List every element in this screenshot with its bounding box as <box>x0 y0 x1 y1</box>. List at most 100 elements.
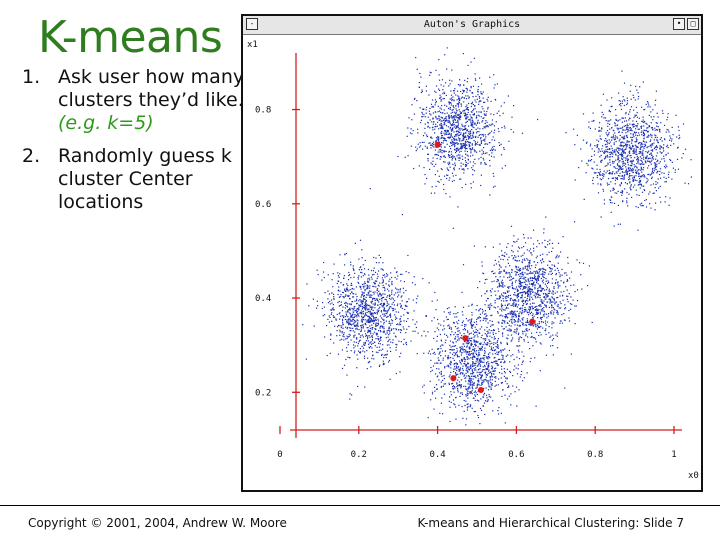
data-point <box>382 331 384 333</box>
data-point <box>382 313 384 315</box>
data-point <box>344 264 346 266</box>
data-point <box>386 305 388 307</box>
data-point <box>458 149 460 151</box>
data-point <box>480 100 482 102</box>
data-point <box>498 110 500 112</box>
data-point <box>405 301 407 303</box>
data-point <box>438 353 440 355</box>
data-point <box>540 320 543 323</box>
data-point <box>369 285 371 287</box>
data-point <box>528 281 530 283</box>
window-menu-button[interactable]: - <box>246 18 258 30</box>
data-point <box>663 166 666 168</box>
data-point <box>534 292 536 294</box>
data-point <box>560 320 562 322</box>
minimize-button[interactable]: • <box>673 18 685 30</box>
data-point <box>482 120 484 122</box>
data-point <box>517 246 520 248</box>
data-point <box>542 275 544 277</box>
data-point <box>648 193 650 195</box>
data-point <box>476 111 478 113</box>
maximize-button[interactable]: □ <box>687 18 699 30</box>
data-point <box>603 175 605 177</box>
data-point <box>464 404 466 407</box>
data-point <box>610 151 612 153</box>
data-point <box>614 192 616 194</box>
data-point <box>362 306 364 308</box>
data-point <box>665 164 667 166</box>
data-point <box>377 284 379 286</box>
data-point <box>498 264 500 266</box>
data-point <box>453 138 455 140</box>
data-point <box>449 166 451 168</box>
data-point <box>609 148 611 150</box>
data-point <box>523 300 525 302</box>
data-point <box>360 328 362 330</box>
data-point <box>690 176 692 178</box>
data-point <box>468 97 470 99</box>
data-point <box>618 131 620 133</box>
data-point <box>677 168 680 170</box>
data-point <box>466 88 468 90</box>
data-point <box>451 139 453 141</box>
data-point <box>422 135 425 137</box>
data-point <box>377 322 379 324</box>
window-titlebar[interactable]: - Auton's Graphics • □ <box>243 16 701 35</box>
data-point <box>645 122 647 124</box>
data-point <box>518 338 520 341</box>
data-point <box>476 334 478 336</box>
data-point <box>568 292 570 295</box>
data-point <box>362 311 364 313</box>
data-point <box>471 129 473 131</box>
data-point <box>375 257 377 259</box>
data-point <box>574 323 576 325</box>
data-point <box>450 116 452 118</box>
data-point <box>463 357 466 359</box>
data-point <box>476 354 478 356</box>
data-point <box>375 334 378 336</box>
data-point <box>514 281 517 283</box>
data-point <box>531 308 534 310</box>
data-point <box>600 160 602 162</box>
data-point <box>505 316 507 318</box>
data-point <box>635 149 637 151</box>
data-point <box>611 156 613 158</box>
data-point <box>464 112 466 114</box>
data-point <box>361 334 364 336</box>
data-point <box>414 97 416 99</box>
data-point <box>557 262 559 264</box>
data-point <box>356 338 358 340</box>
data-point <box>429 142 431 144</box>
data-point <box>382 319 385 321</box>
data-point <box>377 335 379 338</box>
data-point <box>621 158 623 160</box>
data-point <box>619 127 621 129</box>
data-point <box>475 142 477 145</box>
data-point <box>538 334 540 337</box>
data-point <box>447 357 449 359</box>
data-point <box>654 164 657 166</box>
data-point <box>646 127 648 129</box>
data-point <box>448 133 450 135</box>
data-point <box>368 347 371 349</box>
data-point <box>663 150 665 152</box>
data-point <box>474 347 476 350</box>
data-point <box>660 152 662 154</box>
data-point <box>641 145 643 147</box>
data-point <box>438 181 440 183</box>
data-point <box>661 158 663 160</box>
data-point <box>529 271 532 273</box>
data-point <box>518 315 521 317</box>
data-point <box>534 286 536 288</box>
data-point <box>467 162 469 165</box>
data-point <box>529 323 531 325</box>
data-point <box>384 315 386 317</box>
data-point <box>391 276 393 279</box>
data-point <box>348 335 350 338</box>
data-point <box>603 152 605 154</box>
data-point <box>383 321 385 323</box>
data-point <box>517 294 519 296</box>
data-point <box>641 142 643 144</box>
data-point <box>600 174 602 176</box>
data-point <box>321 279 323 281</box>
